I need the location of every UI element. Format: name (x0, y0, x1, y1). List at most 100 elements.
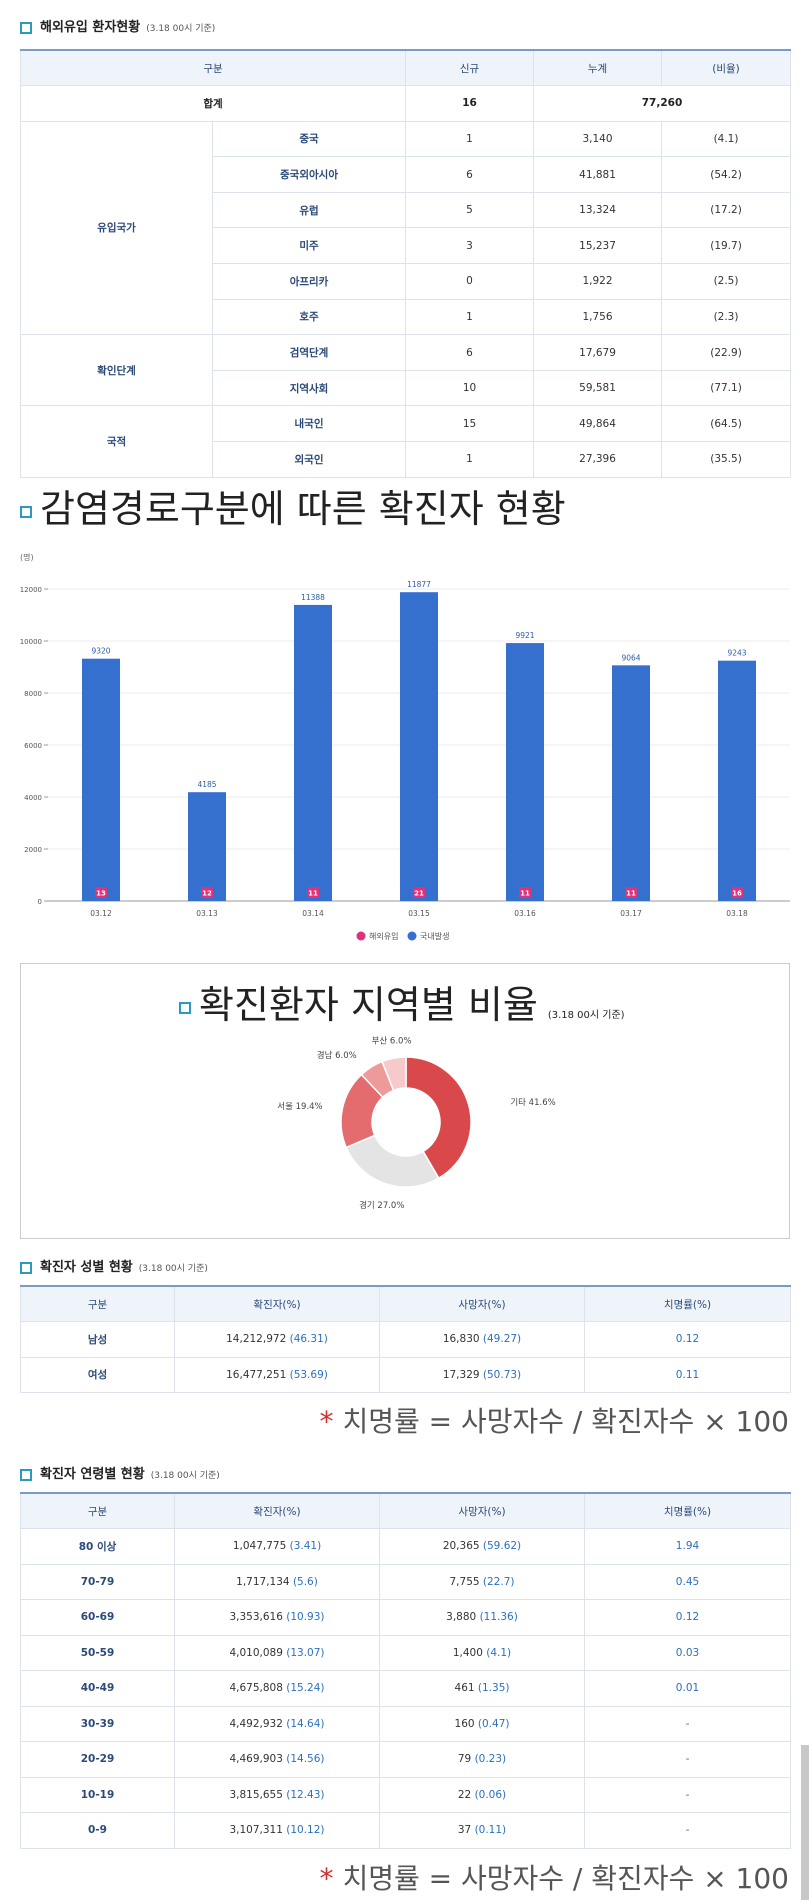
confirmed-count: 14,212,972 (226, 1333, 287, 1346)
row-label: 0-9 (20, 1812, 175, 1849)
confirmed-pct: (13.07) (286, 1646, 325, 1659)
pie-slice (405, 1056, 472, 1180)
gender-table: 구분 확진자(%) 사망자(%) 치명률(%) 남성 14,212,972 (46.31)… (20, 1285, 791, 1393)
section-title-text: 확진자 성별 현황 (40, 1260, 133, 1275)
header-cell: 구분 (19, 49, 407, 87)
imported-marker (95, 887, 107, 898)
pie-slice-label: 기타 41.6% (510, 1098, 555, 1108)
bar-domestic (400, 592, 438, 901)
confirmed-count: 3,815,655 (229, 1788, 283, 1801)
death-pct: (59.62) (482, 1540, 522, 1553)
death-pct: (0.23) (474, 1753, 507, 1766)
fatality-rate: - (584, 1705, 791, 1742)
death-cell: 37 (0.11) (379, 1812, 585, 1849)
ratio: (4.1) (661, 120, 792, 158)
infection-route-title: 감염경로구분에 따른 확진자 현황 (20, 478, 566, 533)
x-tick-label: 03.17 (620, 909, 642, 918)
death-pct: (49.27) (482, 1333, 522, 1346)
cumulative-count: 13,324 (533, 191, 663, 229)
death-cell: 20,365 (59.62) (379, 1528, 585, 1565)
ratio: (19.7) (661, 227, 792, 265)
square-bullet-icon (20, 1261, 32, 1274)
death-count: 461 (454, 1682, 475, 1695)
death-pct: (0.06) (474, 1788, 507, 1801)
table-row: 50-59 4,010,089 (13.07) 1,400 (4.1) 0.03 (20, 1634, 791, 1671)
row-label: 80 이상 (20, 1528, 175, 1565)
table-row: 유럽 5 13,324 (17.2) (21, 191, 792, 229)
fatality-note-2: * 치명률 = 사망자수 / 확진자수 × 100 (320, 1857, 789, 1897)
bar-value-label: 4185 (197, 780, 216, 789)
confirmed-pct: (53.69) (289, 1368, 328, 1381)
death-pct: (50.73) (482, 1368, 522, 1381)
table-row: 유입국가 중국 1 3,140 (4.1) (20, 120, 792, 336)
table-row: 10-19 3,815,655 (12.43) 22 (0.06) - (20, 1776, 791, 1813)
new-count: 1 (405, 298, 535, 336)
y-tick-label: 2000 (24, 846, 42, 854)
ratio: (2.5) (661, 263, 792, 300)
imported-cases-table: 구분 신규 누계 (비율) 합계 16 77,260 유입국가 중국 1 3,140 (4.1) 중국외… (19, 49, 792, 478)
scrollbar-thumb[interactable] (801, 1745, 809, 1900)
death-cell: 16,830 (49.27) (379, 1321, 585, 1358)
table-row: 70-79 1,717,134 (5.6) 7,755 (22.7) 0.45 (20, 1563, 791, 1600)
row-label: 40-49 (20, 1670, 175, 1707)
death-count: 160 (454, 1717, 475, 1730)
ratio: (17.2) (661, 191, 792, 229)
pie-chart: 기타 41.6% 경기 27.0% 서울 19.4% 경남 6.0% 부산 6.0% (277, 1035, 555, 1211)
legend-marker-imported (356, 931, 366, 941)
death-count: 79 (457, 1753, 472, 1766)
table-row: 확인단계 검역단계 6 17,679 (22.9) (20, 334, 792, 407)
region-ratio-title: 확진환자 지역별 비율 (3.18 00시 기준) (179, 974, 625, 1029)
table-header-row: 구분 확진자(%) 사망자(%) 치명률(%) (20, 1492, 791, 1529)
bar-domestic (718, 660, 756, 901)
fatality-rate: 1.94 (584, 1528, 791, 1565)
section-gender-title: 확진자 성별 현황 (3.18 00시 기준) (20, 1256, 208, 1275)
fatality-rate: - (584, 1812, 791, 1849)
section-imported-title: 해외유입 환자현황 (3.18 00시 기준) (20, 16, 215, 35)
death-count: 17,329 (442, 1368, 480, 1381)
confirmed-cell: 1,717,134 (5.6) (174, 1563, 380, 1600)
confirmed-pct: (5.6) (292, 1575, 318, 1588)
header-cell: 확진자(%) (174, 1492, 380, 1529)
fatality-rate: 0.12 (584, 1321, 791, 1358)
x-tick-label: 03.18 (726, 909, 748, 918)
death-pct: (11.36) (479, 1611, 518, 1624)
imported-marker (307, 887, 319, 898)
square-bullet-icon (179, 1001, 191, 1014)
header-cell: 확진자(%) (174, 1285, 380, 1322)
ratio: (54.2) (661, 156, 792, 193)
confirmed-pct: (46.31) (289, 1333, 328, 1346)
note-text: 치명률 = 사망자수 / 확진자수 × 100 (342, 1405, 789, 1438)
total-cum: 77,260 (533, 85, 792, 122)
death-cell: 1,400 (4.1) (379, 1634, 585, 1671)
bar-domestic (294, 604, 332, 901)
legend-marker-domestic (407, 931, 417, 941)
header-cell: 신규 (405, 49, 535, 87)
cumulative-count: 59,581 (533, 369, 663, 407)
fatality-note: * 치명률 = 사망자수 / 확진자수 × 100 (320, 1400, 789, 1440)
table-row: 외국인 1 27,396 (35.5) (21, 441, 792, 478)
note-star: * (319, 1405, 334, 1438)
row-label: 여성 (20, 1356, 175, 1393)
confirmed-cell: 4,492,932 (14.64) (174, 1705, 380, 1742)
bar-value-label: 9320 (91, 647, 110, 656)
row-label: 중국외아시아 (211, 156, 407, 193)
table-header-row: 구분 확진자(%) 사망자(%) 치명률(%) (20, 1285, 791, 1322)
fatality-rate: 0.01 (584, 1670, 791, 1707)
total-row: 합계 16 77,260 (19, 85, 792, 122)
bar-value-label: 11388 (301, 593, 325, 602)
header-cell: (비율) (661, 49, 792, 87)
row-label: 미주 (211, 227, 407, 265)
row-label: 20-29 (20, 1741, 175, 1778)
table-row: 30-39 4,492,932 (14.64) 160 (0.47) - (20, 1705, 791, 1742)
imported-value-label: 11 (308, 890, 318, 898)
confirmed-cell: 3,353,616 (10.93) (174, 1599, 380, 1636)
section-subtitle: (3.18 00시 기준) (150, 1471, 220, 1481)
total-new: 16 (405, 85, 535, 122)
cumulative-count: 15,237 (533, 227, 663, 265)
new-count: 1 (405, 120, 535, 158)
square-bullet-icon (20, 505, 32, 518)
row-label: 아프리카 (211, 263, 407, 300)
death-pct: (1.35) (477, 1682, 510, 1695)
note-star: * (319, 1862, 334, 1895)
section-title-text: 확진자 연령별 현황 (40, 1467, 145, 1482)
